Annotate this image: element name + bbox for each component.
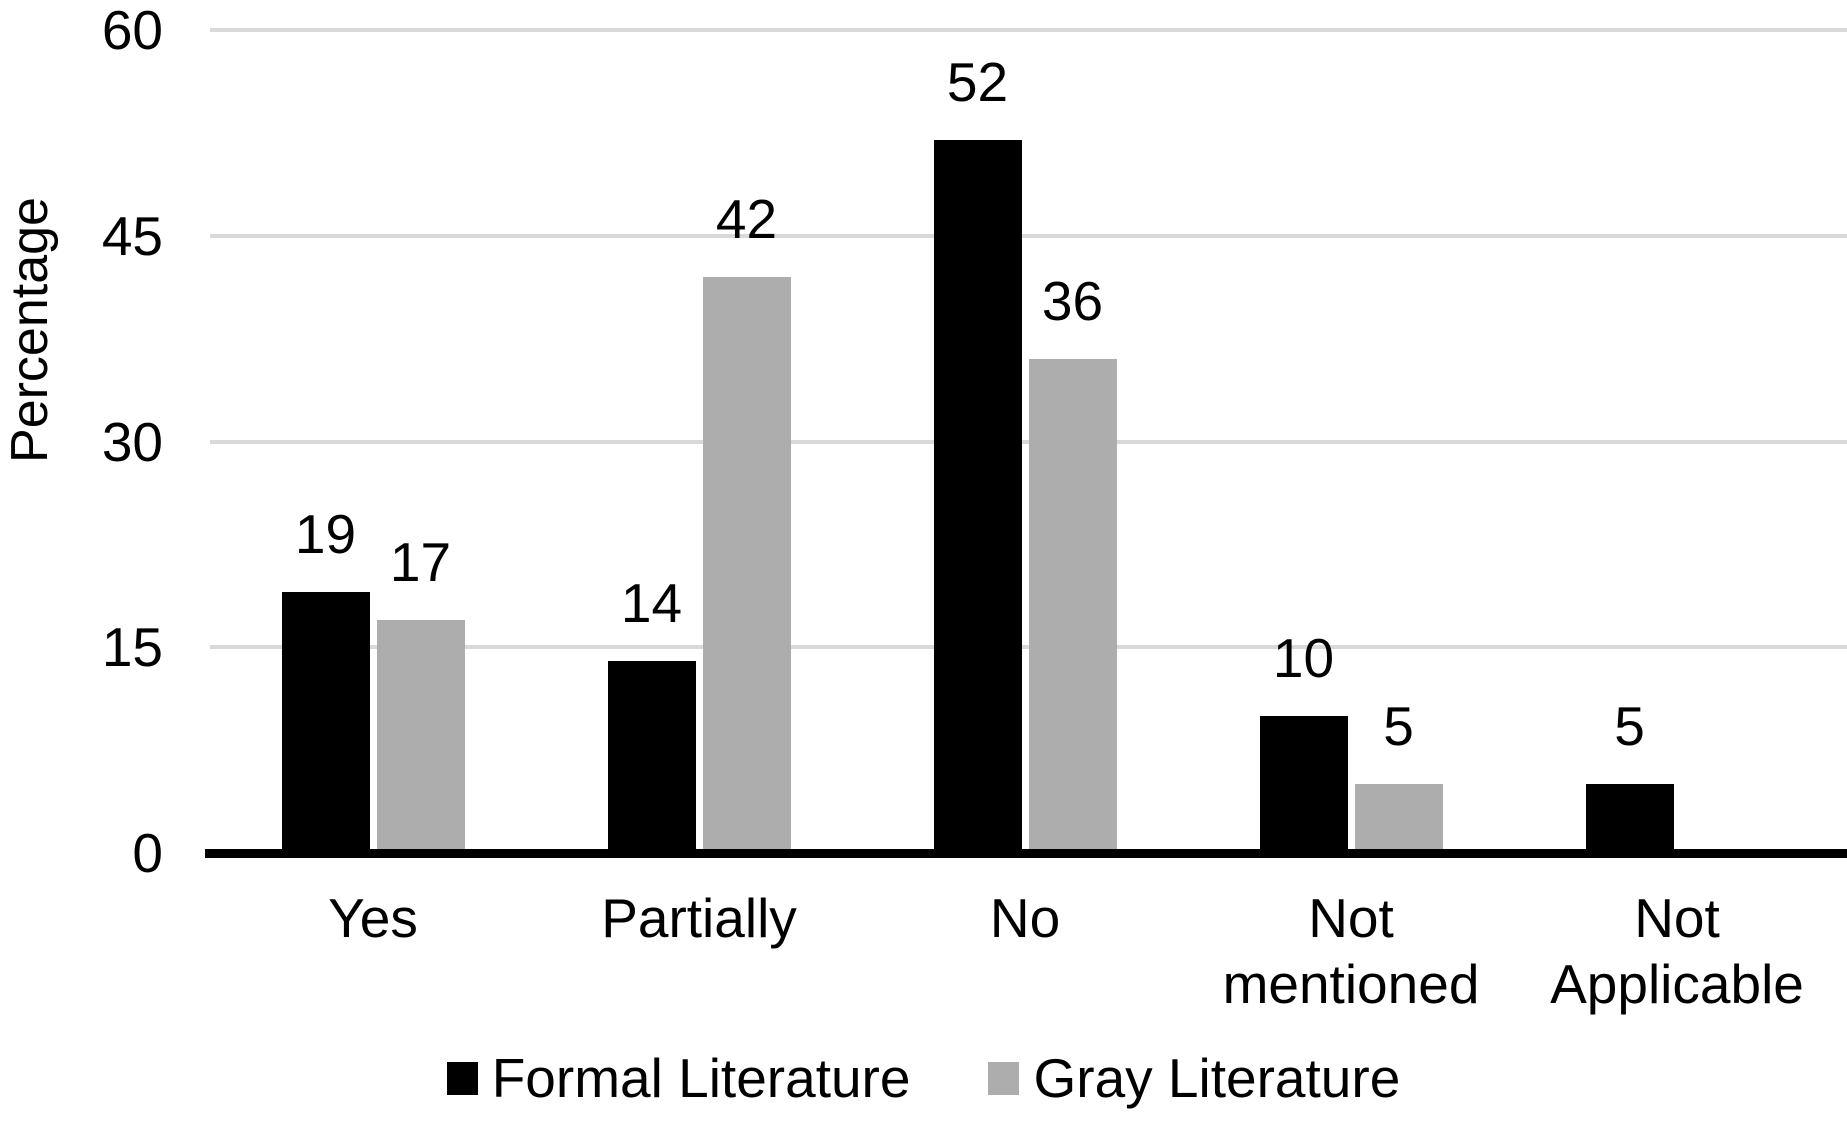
- legend-item-formal-literature: Formal Literature: [446, 1047, 911, 1109]
- bar-formal-literature: [1259, 715, 1348, 853]
- y-tick-label: 15: [101, 616, 163, 679]
- legend-label: Gray Literature: [1033, 1047, 1401, 1109]
- bar-value-label: 17: [389, 530, 452, 593]
- bar-gray-literature: [702, 276, 791, 853]
- category-label: Not Applicable: [1550, 887, 1804, 1015]
- gridline: [210, 233, 1847, 238]
- y-tick-label: 0: [132, 822, 163, 884]
- legend: Formal Literature Gray Literature: [0, 1048, 1847, 1108]
- bar-gray-literature: [376, 619, 465, 853]
- category-label: Not mentioned: [1222, 887, 1480, 1015]
- legend-label: Formal Literature: [491, 1047, 911, 1109]
- bar-value-label: 14: [620, 571, 683, 634]
- y-tick-label: 45: [101, 204, 163, 267]
- bar-formal-literature: [607, 660, 696, 853]
- bar-value-label: 52: [946, 50, 1009, 113]
- category-label: Partially: [601, 887, 797, 949]
- bar-gray-literature: [1354, 784, 1443, 853]
- category-label: Yes: [328, 887, 418, 949]
- legend-marker-gray-literature: [988, 1061, 1020, 1095]
- legend-marker-formal-literature: [446, 1061, 478, 1095]
- bar-formal-literature: [1585, 784, 1674, 853]
- bar-value-label: 5: [1614, 695, 1645, 758]
- bar-value-label: 5: [1383, 695, 1414, 758]
- x-axis-line: [205, 849, 1847, 858]
- bar-value-label: 10: [1272, 626, 1335, 689]
- y-tick-label: 60: [101, 0, 163, 61]
- legend-item-gray-literature: Gray Literature: [988, 1048, 1400, 1108]
- bar-value-label: 42: [715, 187, 778, 250]
- bar-value-label: 19: [294, 503, 357, 566]
- bar-gray-literature: [1028, 359, 1117, 853]
- gridline: [210, 28, 1847, 32]
- bar-value-label: 36: [1041, 270, 1104, 333]
- y-tick-label: 30: [101, 410, 163, 473]
- bar-formal-literature: [281, 592, 370, 853]
- bar-formal-literature: [933, 139, 1022, 853]
- category-label: No: [989, 887, 1061, 949]
